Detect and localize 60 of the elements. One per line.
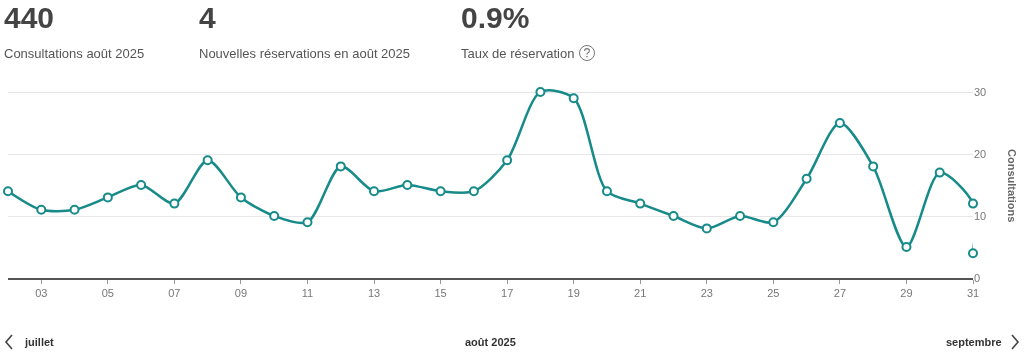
y-tick-label: 20 [974,147,987,160]
text: septembre [946,336,1002,348]
x-tick-label: 07 [168,287,181,300]
x-tick-label: 13 [367,287,381,300]
y-tick-label: 10 [974,209,987,222]
x-tick-label: 25 [767,287,780,300]
x-tick-label: 27 [833,287,847,300]
x-tick-label: 29 [900,287,913,300]
text: Consultations août 2025 [4,46,145,61]
point [369,186,380,197]
point [868,161,879,172]
point [502,155,513,166]
point [601,186,612,197]
point [3,186,13,197]
y-tick-label: 0 [974,271,981,284]
text: 0.9% [461,1,530,34]
point [768,217,779,228]
text: Taux de réservation [461,46,575,61]
x-tick-label: 31 [966,287,980,300]
point [968,248,978,259]
x-tick-label: 17 [501,287,514,300]
x-tick-label: 21 [634,287,647,300]
x-axis-title: août 2025 [465,336,516,348]
point [402,180,413,190]
x-tick-label: 11 [301,287,314,300]
point [435,186,446,197]
point [202,155,213,166]
y-tick-label: 30 [974,85,987,98]
point [834,118,845,128]
point [535,87,546,97]
point [102,192,113,203]
x-tick-label: 19 [567,287,580,300]
point [269,211,280,221]
point [235,192,246,203]
point [801,173,812,184]
point [668,211,679,221]
point [136,180,147,190]
point [635,198,646,209]
text: juillet [24,336,55,348]
point [69,204,80,215]
point [701,223,712,234]
point [934,167,945,178]
x-tick-label: 23 [700,287,713,300]
x-tick-label: 09 [234,287,248,300]
point [568,93,579,104]
point [468,186,479,197]
x-tick-label: 05 [101,287,114,300]
point [968,198,978,209]
point [36,204,47,215]
point [302,217,313,228]
x-tick-label: 15 [434,287,447,300]
text: Nouvelles réservations en août 2025 [199,46,411,61]
point [735,211,746,221]
x-tick-label: 03 [35,287,48,300]
text: 4 [199,1,216,34]
point [169,198,180,209]
point [901,242,912,252]
text: 440 [4,1,55,34]
point [335,161,346,172]
y-axis-title: Consultations [1006,149,1018,223]
